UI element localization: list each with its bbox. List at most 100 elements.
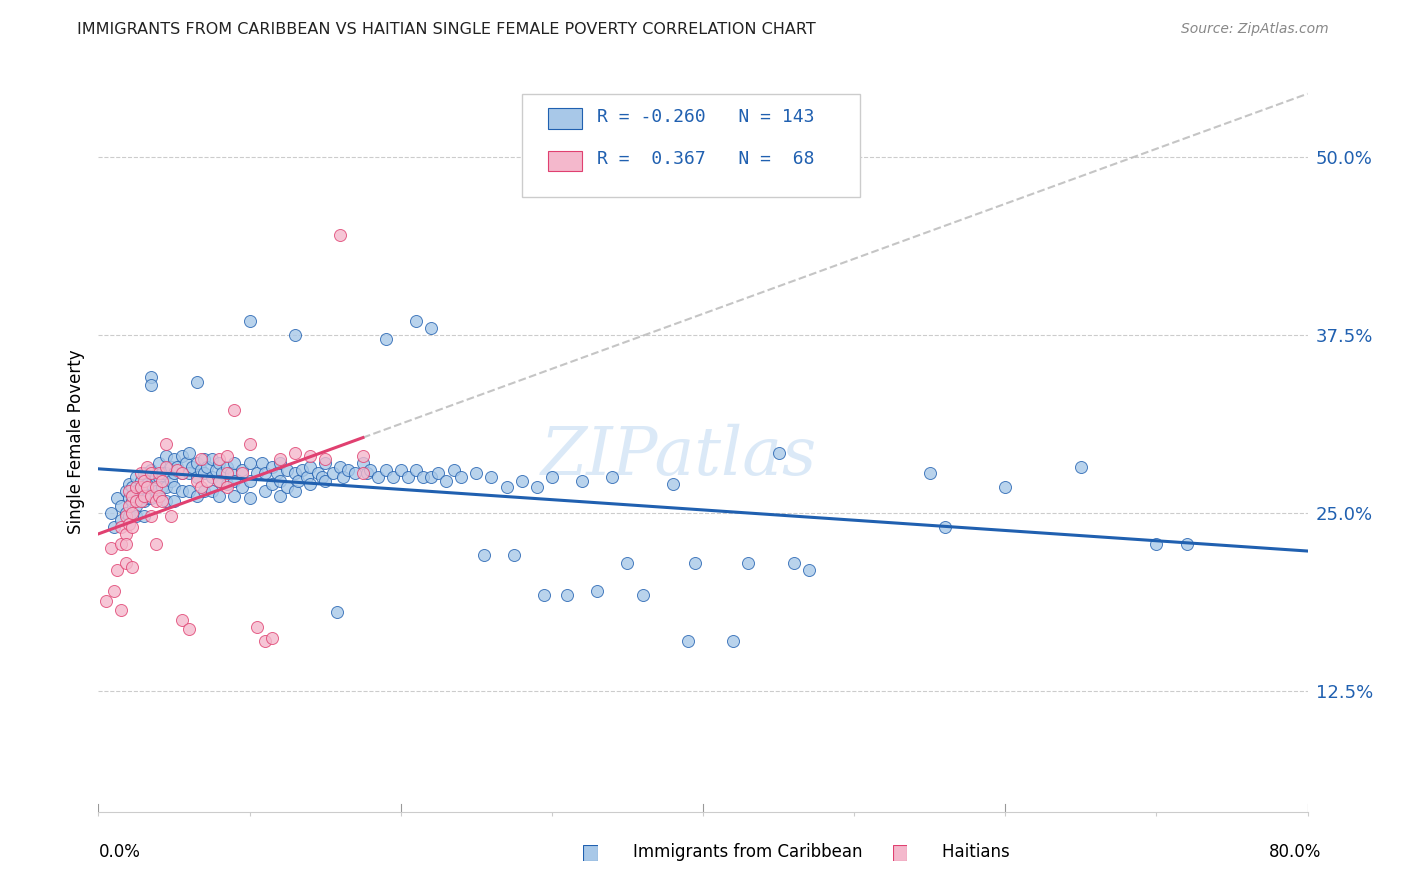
Point	[145, 494, 167, 508]
Point	[170, 466, 193, 480]
Point	[269, 475, 291, 489]
Point	[150, 480, 173, 494]
Point	[434, 475, 457, 489]
Point	[231, 466, 253, 480]
Point	[287, 475, 309, 489]
Point	[231, 463, 253, 477]
Point	[768, 446, 790, 460]
Point	[215, 449, 238, 463]
Point	[114, 508, 136, 523]
Point	[190, 451, 212, 466]
Point	[132, 475, 155, 489]
Point	[110, 537, 132, 551]
FancyBboxPatch shape	[548, 151, 582, 171]
Point	[291, 463, 314, 477]
Point	[994, 480, 1017, 494]
Point	[262, 460, 284, 475]
Point	[155, 494, 177, 508]
FancyBboxPatch shape	[522, 94, 860, 197]
Point	[1144, 537, 1167, 551]
Point	[118, 491, 141, 506]
Point	[125, 508, 148, 523]
Point	[125, 470, 148, 484]
Point	[412, 470, 434, 484]
Point	[114, 527, 136, 541]
Point	[239, 475, 262, 489]
Point	[356, 466, 378, 480]
Point	[121, 559, 143, 574]
Point	[307, 466, 329, 480]
Point	[685, 556, 707, 570]
Text: ZIPatlas: ZIPatlas	[541, 424, 817, 489]
Point	[110, 513, 132, 527]
Point	[163, 494, 186, 508]
Point	[250, 456, 273, 470]
Point	[239, 437, 262, 451]
Text: 80.0%: 80.0%	[1270, 843, 1322, 861]
Point	[201, 451, 224, 466]
Point	[135, 460, 157, 475]
Point	[352, 456, 374, 470]
Point	[179, 466, 201, 480]
Point	[239, 313, 262, 327]
Point	[186, 456, 208, 470]
Point	[141, 377, 163, 392]
Point	[1070, 460, 1092, 475]
Text: 0.0%: 0.0%	[98, 843, 141, 861]
Point	[186, 375, 208, 389]
Point	[129, 480, 152, 494]
Point	[495, 480, 517, 494]
Point	[332, 470, 354, 484]
Point	[510, 475, 533, 489]
Point	[262, 631, 284, 645]
Point	[208, 456, 231, 470]
Point	[125, 499, 148, 513]
Point	[132, 494, 155, 508]
Point	[472, 549, 495, 563]
Point	[132, 480, 155, 494]
Point	[121, 506, 143, 520]
Point	[100, 506, 122, 520]
Point	[533, 588, 555, 602]
Point	[105, 563, 128, 577]
Point	[295, 470, 318, 484]
Point	[135, 477, 157, 491]
Point	[150, 466, 173, 480]
Point	[118, 517, 141, 532]
Point	[125, 484, 148, 499]
Point	[723, 633, 745, 648]
Point	[526, 480, 548, 494]
Point	[155, 460, 177, 475]
Point	[367, 470, 389, 484]
Point	[481, 470, 503, 484]
Point	[181, 460, 204, 475]
Point	[215, 466, 238, 480]
Point	[170, 613, 193, 627]
Point	[201, 470, 224, 484]
Point	[145, 537, 167, 551]
Point	[141, 489, 163, 503]
Point	[503, 549, 526, 563]
Point	[186, 475, 208, 489]
Point	[148, 456, 170, 470]
Point	[179, 484, 201, 499]
Point	[215, 480, 238, 494]
Point	[163, 480, 186, 494]
Point	[329, 460, 352, 475]
Point	[276, 480, 298, 494]
Point	[179, 623, 201, 637]
Point	[135, 491, 157, 506]
Point	[336, 463, 359, 477]
Point	[163, 451, 186, 466]
Point	[208, 475, 231, 489]
Point	[160, 508, 183, 523]
Point	[174, 456, 197, 470]
Point	[163, 466, 186, 480]
Point	[135, 480, 157, 494]
Point	[186, 470, 208, 484]
Point	[195, 475, 218, 489]
Point	[299, 477, 322, 491]
Point	[276, 463, 298, 477]
Point	[208, 475, 231, 489]
Point	[224, 489, 246, 503]
